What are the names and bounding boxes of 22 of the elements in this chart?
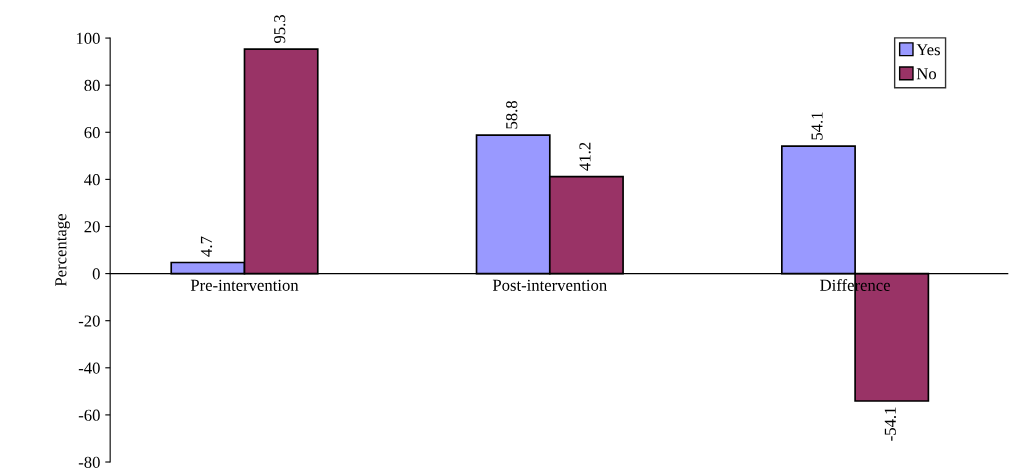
data-label: 54.1 — [811, 112, 823, 140]
y-tick-label: 40 — [84, 174, 100, 186]
legend-label: Yes — [916, 44, 940, 56]
legend-label: No — [916, 68, 937, 80]
y-tick-label: 0 — [92, 268, 100, 280]
y-tick-label: -20 — [78, 315, 100, 327]
x-tick-label: Difference — [820, 278, 890, 291]
y-tick-label: -80 — [78, 456, 100, 468]
x-tick-label: Pre-intervention — [190, 279, 299, 291]
y-axis-title: Percentage — [55, 214, 70, 287]
y-tick-label: 100 — [76, 32, 100, 45]
x-tick-label: Post-intervention — [492, 279, 607, 291]
y-tick-label: 80 — [84, 79, 100, 92]
data-label: 95.3 — [274, 15, 286, 44]
data-label: 41.2 — [579, 142, 591, 171]
y-tick-label: 20 — [84, 221, 100, 233]
y-tick-label: -40 — [78, 362, 100, 374]
data-label: -54.1 — [884, 407, 896, 441]
data-label: 4.7 — [200, 236, 213, 257]
data-label: 58.8 — [506, 101, 518, 129]
y-tick-label: 60 — [84, 126, 100, 139]
y-tick-label: -60 — [78, 409, 100, 421]
